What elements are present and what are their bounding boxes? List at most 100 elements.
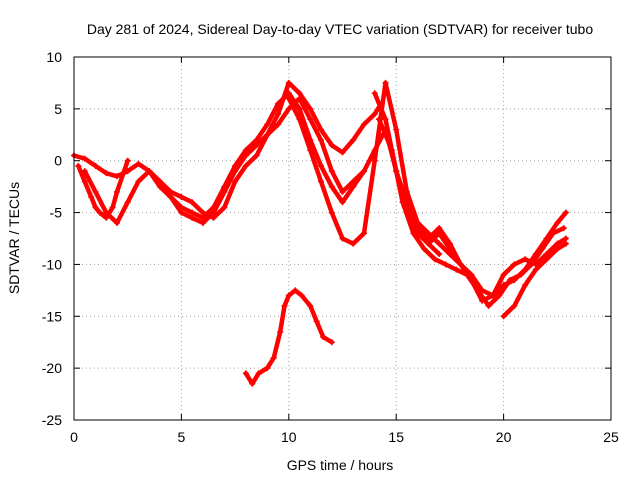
data-point — [446, 251, 453, 258]
data-point — [92, 204, 99, 211]
data-point — [285, 90, 292, 97]
data-point — [350, 240, 357, 247]
data-point — [425, 230, 432, 237]
data-point — [103, 214, 110, 221]
data-point — [307, 116, 314, 123]
data-point — [156, 183, 163, 190]
chart-title: Day 281 of 2024, Sidereal Day-to-day VTE… — [87, 21, 594, 37]
data-point — [221, 183, 228, 190]
data-point — [210, 214, 217, 221]
data-point — [562, 235, 569, 242]
data-point — [270, 354, 277, 361]
data-point — [275, 121, 282, 128]
x-tick-label: 20 — [496, 429, 512, 445]
data-point — [485, 302, 492, 309]
data-point — [496, 292, 503, 299]
data-point — [453, 266, 460, 273]
data-point — [560, 225, 567, 232]
data-point — [328, 168, 335, 175]
data-point — [285, 79, 292, 86]
data-point — [500, 313, 507, 320]
series-points-sat-h — [414, 209, 569, 299]
data-point — [532, 266, 539, 273]
grid — [74, 57, 611, 420]
data-point — [522, 282, 529, 289]
data-point — [199, 209, 206, 216]
data-point — [167, 194, 174, 201]
data-point — [479, 287, 486, 294]
data-point — [318, 136, 325, 143]
data-point — [318, 162, 325, 169]
x-tick-label: 15 — [388, 429, 404, 445]
data-point — [543, 235, 550, 242]
data-point — [264, 365, 271, 372]
series-points-sat-d — [146, 90, 443, 258]
data-point — [543, 251, 550, 258]
data-point — [442, 261, 449, 268]
data-point — [562, 240, 569, 247]
x-tick-label: 0 — [70, 429, 78, 445]
x-axis-label: GPS time / hours — [287, 457, 394, 473]
data-point — [350, 136, 357, 143]
data-point — [554, 245, 561, 252]
data-point — [339, 199, 346, 206]
data-point — [124, 199, 131, 206]
data-point — [425, 240, 432, 247]
data-point — [360, 121, 367, 128]
data-point — [178, 209, 185, 216]
data-point — [371, 111, 378, 118]
y-tick-label: 5 — [54, 101, 62, 117]
data-point — [296, 90, 303, 97]
data-point — [81, 178, 88, 185]
data-point — [199, 214, 206, 221]
data-point — [285, 105, 292, 112]
data-point — [298, 292, 305, 299]
data-point — [109, 204, 116, 211]
data-point — [425, 235, 432, 242]
data-point — [318, 178, 325, 185]
data-point — [403, 188, 410, 195]
data-point — [285, 95, 292, 102]
x-tick-label: 25 — [603, 429, 619, 445]
series-group — [71, 79, 569, 387]
data-point — [360, 168, 367, 175]
data-point — [253, 152, 260, 159]
data-point — [511, 276, 518, 283]
data-point — [249, 380, 256, 387]
y-tick-label: -25 — [42, 412, 62, 428]
data-point — [414, 219, 421, 226]
data-point — [554, 240, 561, 247]
data-point — [96, 209, 103, 216]
data-point — [113, 188, 120, 195]
data-point — [255, 370, 262, 377]
data-point — [210, 204, 217, 211]
data-point — [232, 178, 239, 185]
data-point — [543, 256, 550, 263]
data-point — [328, 142, 335, 149]
data-point — [328, 339, 335, 346]
data-point — [296, 95, 303, 102]
data-point — [382, 116, 389, 123]
data-point — [388, 147, 395, 154]
y-tick-label: -10 — [42, 256, 62, 272]
data-point — [113, 219, 120, 226]
data-point — [350, 183, 357, 190]
axis-ticks: 0 5 10 15 20 25 -25 -20 -15 -10 -5 0 5 10 — [42, 49, 619, 445]
data-point — [307, 147, 314, 154]
series-line-sat-g — [376, 116, 566, 309]
data-point — [339, 235, 346, 242]
data-point — [511, 261, 518, 268]
data-point — [285, 292, 292, 299]
data-point — [253, 142, 260, 149]
series-points-sat-b — [75, 157, 131, 221]
data-point — [92, 188, 99, 195]
data-point — [320, 334, 327, 341]
data-point — [81, 155, 88, 162]
plot-frame — [73, 56, 612, 421]
y-axis-label: SDTVAR / TECUs — [6, 182, 22, 294]
data-point — [81, 168, 88, 175]
data-point — [532, 251, 539, 258]
data-point — [275, 100, 282, 107]
data-point — [489, 292, 496, 299]
data-point — [178, 194, 185, 201]
